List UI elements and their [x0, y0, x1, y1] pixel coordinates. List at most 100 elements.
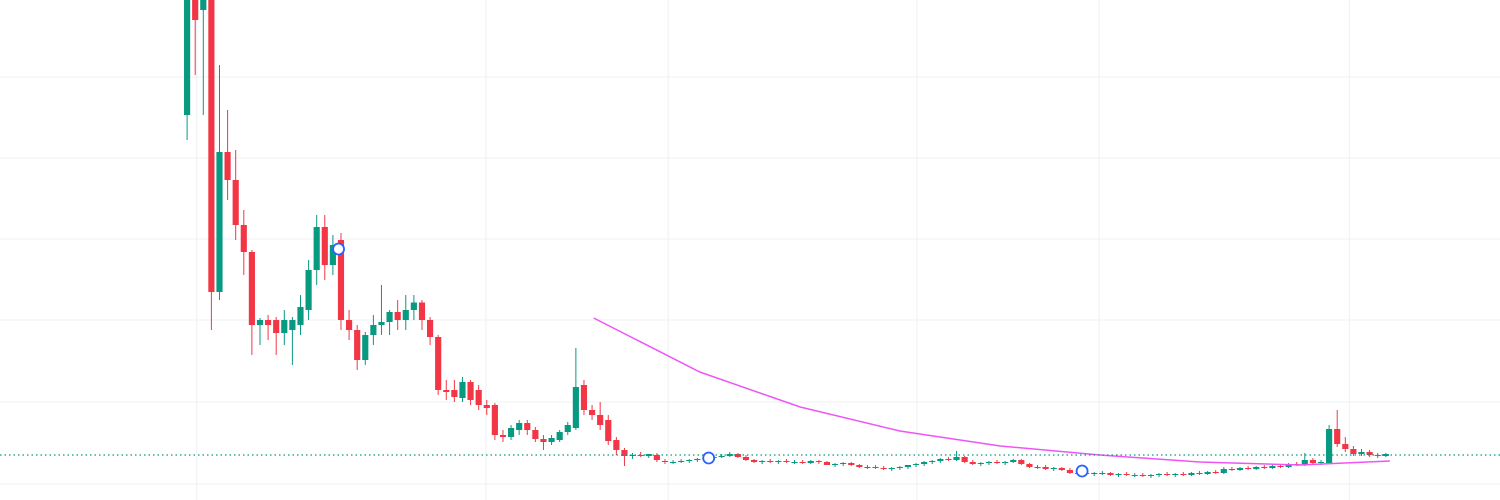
candle-body — [572, 387, 579, 428]
candle-body — [1050, 468, 1057, 469]
candle-body — [1196, 473, 1203, 474]
candle-body — [969, 462, 976, 464]
candle-body — [953, 457, 960, 460]
candle-body — [678, 461, 685, 462]
candle-body — [783, 461, 790, 462]
candle-body — [1123, 474, 1130, 475]
candle-body — [831, 464, 839, 465]
candle-body — [224, 152, 231, 180]
candle-body — [767, 461, 774, 462]
candle-body — [192, 0, 199, 20]
event-marker — [702, 451, 716, 465]
candle-body — [1099, 473, 1106, 474]
candle-body — [1131, 475, 1138, 476]
candle-body — [840, 463, 847, 464]
candle-body — [605, 420, 612, 441]
candle-body — [637, 455, 644, 456]
candle-body — [848, 463, 855, 465]
candle-body — [386, 312, 393, 322]
candle-body — [580, 385, 588, 410]
candle-body — [248, 252, 255, 325]
candle-body — [1091, 473, 1098, 474]
candle-body — [1147, 475, 1154, 476]
candle-body — [313, 227, 320, 270]
candle-body — [977, 463, 984, 464]
candle-body — [1342, 444, 1349, 449]
candle-body — [775, 461, 782, 462]
candle-body — [1358, 452, 1365, 454]
candle-body — [823, 462, 831, 465]
candle-body — [1018, 460, 1025, 464]
candle-body — [1245, 468, 1252, 469]
candle-body — [621, 450, 628, 456]
candle-body — [483, 405, 490, 408]
candle-body — [1212, 472, 1219, 473]
candle-body — [718, 456, 725, 457]
candle-body — [815, 461, 822, 462]
candle-body — [1236, 468, 1244, 470]
candle-body — [1204, 472, 1211, 474]
candle-body — [548, 438, 555, 442]
candle-body — [912, 464, 920, 465]
candle-body — [1350, 449, 1357, 454]
candle-body — [629, 455, 636, 456]
event-marker — [332, 242, 345, 256]
candle-body — [524, 423, 531, 430]
candle-body — [1301, 460, 1308, 465]
candle-body — [507, 428, 515, 437]
candle-body — [742, 457, 750, 460]
candle-body — [759, 461, 766, 462]
candle-body — [435, 337, 442, 390]
event-marker — [1075, 464, 1089, 478]
candle-body — [516, 423, 523, 430]
candle-body — [1010, 460, 1017, 462]
candle-body — [459, 382, 466, 398]
candle-body — [613, 440, 620, 450]
candle-body — [1107, 473, 1114, 475]
candle-body — [362, 335, 369, 360]
candle-body — [200, 0, 207, 10]
candle-body — [410, 302, 417, 310]
candle-body — [1285, 464, 1292, 467]
candle-body — [256, 320, 264, 325]
candle-body — [1253, 467, 1260, 469]
candle-body — [378, 322, 385, 325]
candle-body — [686, 460, 693, 461]
candle-body — [1058, 468, 1065, 470]
candle-body — [297, 307, 304, 325]
candle-body — [491, 405, 498, 435]
candle-body — [1277, 466, 1284, 467]
candle-body — [321, 227, 328, 265]
candle-body — [1002, 462, 1009, 463]
candle-body — [346, 320, 353, 330]
candle-body — [1269, 466, 1276, 468]
candle-body — [1066, 470, 1074, 473]
candle-body — [864, 467, 871, 468]
candle-body — [1309, 460, 1316, 463]
candle-body — [265, 320, 272, 325]
candle-body — [1180, 474, 1187, 475]
candle-body — [556, 432, 563, 440]
candle-body — [532, 430, 539, 439]
candle-body — [669, 462, 677, 463]
candle-body — [993, 462, 1001, 463]
candle-body — [1220, 469, 1227, 473]
candle-body — [184, 0, 191, 115]
candle-body — [791, 462, 798, 463]
candle-body — [1228, 469, 1235, 470]
candle-body — [1034, 467, 1041, 468]
candle-body — [896, 467, 903, 468]
candle-body — [1164, 474, 1171, 475]
candle-body — [354, 330, 361, 360]
candle-body — [232, 180, 239, 225]
candle-body — [799, 462, 806, 463]
candle-body — [1261, 467, 1268, 468]
candle-body — [1326, 429, 1333, 463]
candle-body — [1382, 454, 1389, 456]
candle-body — [1366, 452, 1373, 455]
candle-body — [1172, 474, 1179, 475]
candle-body — [451, 390, 458, 397]
